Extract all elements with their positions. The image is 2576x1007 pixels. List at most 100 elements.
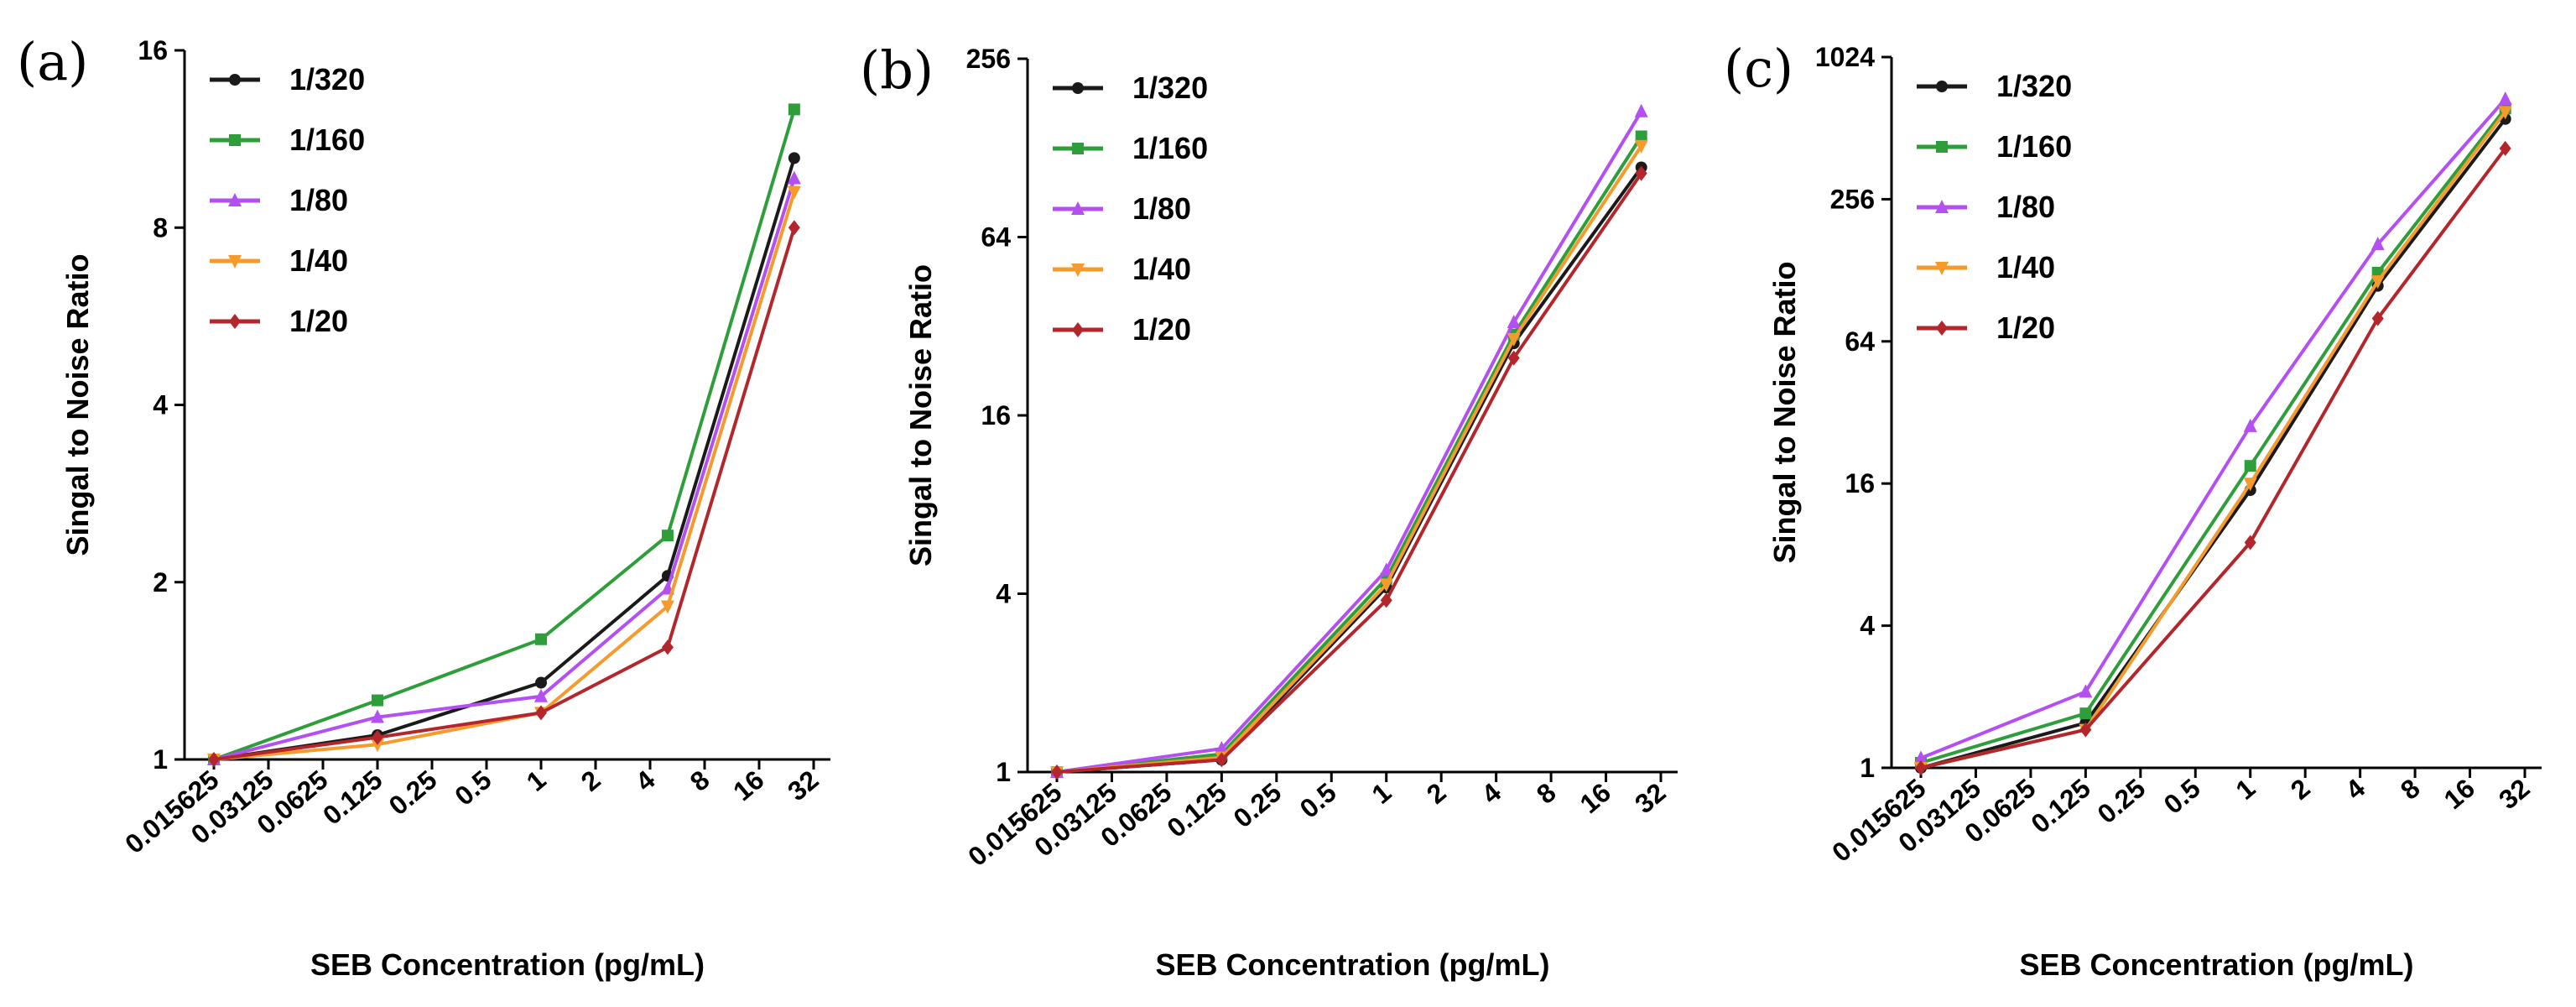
data-point bbox=[1914, 750, 1928, 764]
x-tick-label: 8 bbox=[684, 764, 716, 797]
x-tick-label: 2 bbox=[575, 764, 606, 797]
chart-panel-3: (c)14166425610240.0156250.031250.06250.1… bbox=[1724, 38, 2542, 982]
x-tick-label: 32 bbox=[1629, 777, 1671, 819]
y-axis-title: Singal to Noise Ratio bbox=[1767, 261, 1802, 563]
series-line bbox=[1056, 135, 1643, 774]
data-point bbox=[535, 633, 547, 645]
x-tick-label: 32 bbox=[782, 764, 824, 806]
data-point bbox=[2370, 237, 2385, 251]
legend-marker bbox=[1072, 143, 1084, 154]
x-axis-title: SEB Concentration (pg/mL) bbox=[1156, 947, 1550, 982]
data-point bbox=[535, 676, 547, 689]
legend-label: 1/20 bbox=[1996, 310, 2055, 345]
x-tick-label: 16 bbox=[1574, 777, 1616, 819]
x-tick-label: 32 bbox=[2493, 773, 2535, 815]
y-tick-label: 64 bbox=[981, 222, 1011, 253]
panel-label: (a) bbox=[17, 31, 88, 92]
data-point bbox=[2370, 275, 2385, 290]
legend-label: 1/20 bbox=[1132, 312, 1191, 347]
y-tick-label: 1024 bbox=[1815, 42, 1875, 72]
legend-marker bbox=[1071, 263, 1085, 277]
data-point bbox=[661, 530, 674, 542]
x-tick-label: 2 bbox=[2285, 773, 2316, 806]
data-point bbox=[788, 220, 800, 236]
legend-label: 1/40 bbox=[1996, 250, 2055, 284]
series-1-80 bbox=[1914, 91, 2512, 764]
legend-marker bbox=[1935, 200, 1949, 213]
data-point bbox=[534, 688, 548, 702]
x-tick-label: 16 bbox=[2438, 773, 2480, 815]
legend-marker bbox=[1936, 81, 1948, 92]
legend-label: 1/160 bbox=[1996, 129, 2072, 164]
x-tick-label: 8 bbox=[2395, 773, 2426, 806]
data-point bbox=[788, 152, 800, 164]
x-axis-title: SEB Concentration (pg/mL) bbox=[310, 947, 705, 982]
y-tick-label: 2 bbox=[153, 567, 168, 597]
legend-marker bbox=[229, 314, 241, 329]
data-point bbox=[2499, 140, 2511, 156]
x-tick-label: 0.25 bbox=[2091, 773, 2151, 830]
legend-marker bbox=[1935, 262, 1949, 275]
data-point bbox=[1507, 350, 1520, 366]
data-point bbox=[372, 694, 383, 707]
data-point bbox=[2243, 418, 2257, 432]
legend: 1/320 1/160 1/80 1/40 1/20 bbox=[210, 62, 365, 338]
x-tick-label: 0.5 bbox=[1294, 777, 1342, 824]
data-point bbox=[1215, 741, 1229, 755]
panel-label: (c) bbox=[1724, 38, 1793, 99]
legend-marker bbox=[1072, 82, 1084, 94]
y-tick-label: 256 bbox=[1830, 184, 1875, 214]
legend-marker bbox=[228, 193, 242, 206]
x-tick-label: 0.125 bbox=[317, 764, 388, 831]
data-point bbox=[1051, 764, 1063, 780]
data-point bbox=[2244, 535, 2256, 550]
data-point bbox=[371, 709, 384, 723]
legend-label: 1/20 bbox=[289, 304, 348, 338]
x-tick-label: 4 bbox=[1475, 777, 1507, 810]
series-line bbox=[1920, 147, 2507, 770]
legend-marker bbox=[1936, 321, 1948, 336]
data-point bbox=[1635, 165, 1647, 181]
legend-label: 1/40 bbox=[289, 243, 348, 278]
legend-marker bbox=[229, 74, 241, 86]
data-point bbox=[2079, 707, 2092, 720]
data-point bbox=[787, 170, 801, 185]
y-tick-label: 1 bbox=[996, 757, 1011, 787]
legend-marker bbox=[1936, 141, 1948, 153]
data-point bbox=[371, 738, 384, 753]
x-tick-label: 0.25 bbox=[383, 764, 443, 822]
legend-label: 1/320 bbox=[1132, 70, 1208, 105]
x-tick-label: 1 bbox=[521, 764, 552, 797]
y-tick-label: 16 bbox=[138, 35, 168, 65]
y-tick-label: 4 bbox=[996, 579, 1011, 609]
data-point bbox=[1379, 562, 1393, 577]
chart-panel-2: (b)1416642560.0156250.031250.06250.1250.… bbox=[860, 39, 1678, 982]
x-tick-label: 0.25 bbox=[1227, 777, 1287, 834]
data-point bbox=[1915, 760, 1927, 775]
data-point bbox=[535, 705, 547, 721]
x-tick-label: 1 bbox=[1366, 777, 1397, 810]
data-point bbox=[1635, 130, 1647, 143]
data-point bbox=[2243, 477, 2257, 492]
data-point bbox=[787, 185, 801, 200]
data-point bbox=[2244, 460, 2256, 472]
legend-label: 1/80 bbox=[289, 183, 348, 217]
y-tick-label: 64 bbox=[1845, 326, 1875, 357]
panel-label: (b) bbox=[860, 39, 934, 101]
x-tick-label: 0.5 bbox=[2158, 773, 2206, 820]
x-tick-label: 2 bbox=[1421, 777, 1452, 810]
legend-label: 1/80 bbox=[1132, 191, 1191, 226]
data-point bbox=[1507, 332, 1521, 347]
y-tick-label: 1 bbox=[1860, 753, 1875, 783]
data-point bbox=[2079, 684, 2093, 698]
x-tick-label: 4 bbox=[2339, 773, 2370, 806]
data-point bbox=[372, 729, 383, 745]
legend-marker bbox=[1071, 201, 1085, 215]
x-axis-title: SEB Concentration (pg/mL) bbox=[2020, 947, 2414, 982]
legend-marker bbox=[228, 255, 242, 269]
data-point bbox=[661, 639, 674, 655]
legend-label: 1/80 bbox=[1996, 190, 2055, 224]
y-tick-label: 8 bbox=[153, 212, 168, 243]
series-1-20 bbox=[1915, 140, 2511, 775]
